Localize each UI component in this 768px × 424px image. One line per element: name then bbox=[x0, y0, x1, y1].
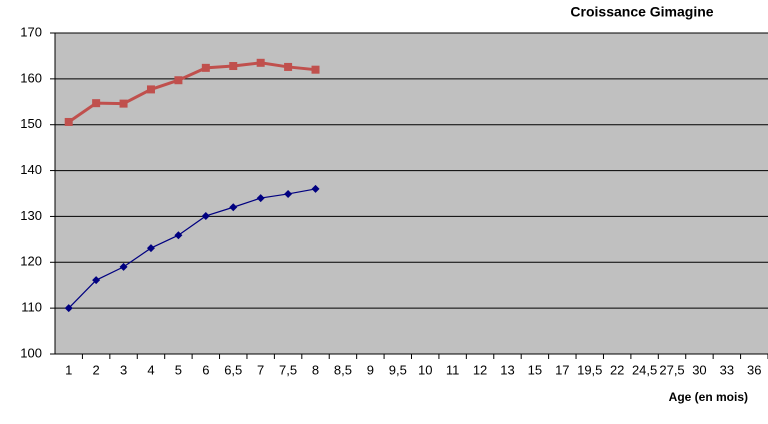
series-line bbox=[67, 61, 316, 124]
x-tick-label: 8,5 bbox=[334, 362, 352, 377]
x-tick-label: 2 bbox=[93, 362, 100, 377]
x-tick-label: 3 bbox=[120, 362, 127, 377]
marker bbox=[146, 244, 155, 253]
x-axis-label: Age (en mois) bbox=[669, 390, 748, 404]
x-tick-label: 6,5 bbox=[224, 362, 242, 377]
marker bbox=[311, 65, 320, 74]
x-tick-label: 6 bbox=[202, 362, 209, 377]
plot-area bbox=[55, 33, 768, 354]
marker bbox=[92, 276, 101, 285]
chart-title: Croissance Gimagine bbox=[570, 4, 713, 20]
x-tick-label: 27,5 bbox=[659, 362, 684, 377]
marker bbox=[119, 99, 128, 108]
x-tick-label: 5 bbox=[175, 362, 182, 377]
x-tick-label: 4 bbox=[147, 362, 154, 377]
marker bbox=[64, 117, 73, 126]
x-tick-label: 9,5 bbox=[389, 362, 407, 377]
x-tick-label: 7,5 bbox=[279, 362, 297, 377]
marker bbox=[229, 62, 238, 71]
y-tick-label: 120 bbox=[20, 254, 42, 269]
marker bbox=[92, 99, 101, 108]
x-tick-label: 24,5 bbox=[632, 362, 657, 377]
y-tick-label: 170 bbox=[20, 24, 42, 39]
marker bbox=[256, 194, 265, 203]
y-tick-label: 160 bbox=[20, 70, 42, 85]
series-line bbox=[68, 188, 316, 309]
y-tick-label: 140 bbox=[20, 162, 42, 177]
marker bbox=[229, 203, 238, 212]
x-tick-label: 19,5 bbox=[577, 362, 602, 377]
marker bbox=[256, 58, 265, 67]
x-tick-label: 11 bbox=[446, 362, 460, 377]
x-tick-label: 17 bbox=[555, 362, 569, 377]
x-tick-label: 15 bbox=[528, 362, 542, 377]
marker bbox=[284, 189, 293, 198]
marker bbox=[311, 184, 320, 193]
marker bbox=[64, 304, 73, 313]
marker bbox=[146, 85, 155, 94]
x-tick-label: 10 bbox=[418, 362, 432, 377]
y-tick-label: 110 bbox=[21, 300, 42, 315]
x-tick-label: 8 bbox=[312, 362, 319, 377]
marker bbox=[201, 211, 210, 220]
x-tick-label: 1 bbox=[65, 362, 72, 377]
x-tick-label: 9 bbox=[367, 362, 374, 377]
marker bbox=[119, 262, 128, 271]
x-tick-label: 36 bbox=[747, 362, 761, 377]
y-tick-label: 150 bbox=[20, 116, 42, 131]
y-tick-label: 100 bbox=[20, 345, 42, 360]
x-tick-label: 13 bbox=[500, 362, 514, 377]
x-tick-label: 7 bbox=[257, 362, 264, 377]
y-tick-label: 130 bbox=[20, 208, 42, 223]
x-tick-label: 33 bbox=[720, 362, 734, 377]
marker bbox=[284, 62, 293, 71]
x-tick-label: 22 bbox=[610, 362, 624, 377]
marker bbox=[201, 63, 210, 72]
marker bbox=[174, 231, 183, 240]
marker bbox=[174, 76, 183, 85]
x-tick-label: 12 bbox=[473, 362, 487, 377]
x-tick-label: 30 bbox=[692, 362, 706, 377]
